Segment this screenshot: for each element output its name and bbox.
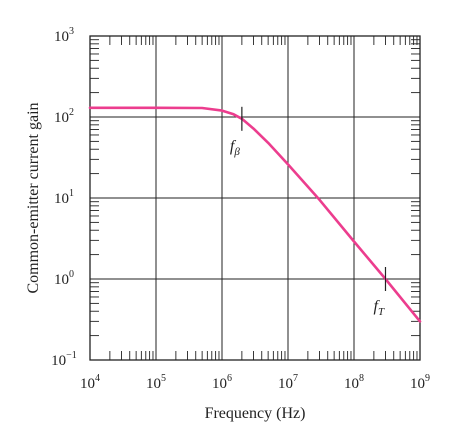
- x-tick-label: 108: [344, 373, 364, 392]
- annotation-label: fβ: [230, 138, 240, 158]
- x-tick-label: 107: [278, 373, 298, 392]
- series-layer: [88, 106, 422, 323]
- x-tick-label: 106: [212, 373, 232, 392]
- y-tick-label: 103: [54, 26, 74, 45]
- x-tick-label: 105: [146, 373, 166, 392]
- y-axis-title: Common-emitter current gain: [25, 102, 42, 293]
- x-axis-title: Frequency (Hz): [205, 405, 306, 422]
- x-tick-label: 104: [80, 373, 100, 392]
- y-tick-label: 101: [54, 188, 74, 207]
- annotations: fβ fT: [230, 106, 387, 318]
- y-tick-labels: 10−1 100 101 102 103: [51, 26, 77, 369]
- grid: [90, 36, 420, 360]
- y-tick-label: 10−1: [51, 350, 77, 369]
- series-line: [88, 106, 422, 323]
- minor-ticks: [90, 36, 420, 360]
- x-tick-labels: 104 105 106 107 108 109: [80, 373, 430, 392]
- y-tick-label: 102: [54, 107, 74, 126]
- plot-frame: [89, 35, 421, 361]
- y-tick-label: 100: [54, 269, 74, 288]
- annotation-label: fT: [373, 298, 384, 318]
- x-tick-label: 109: [410, 373, 430, 392]
